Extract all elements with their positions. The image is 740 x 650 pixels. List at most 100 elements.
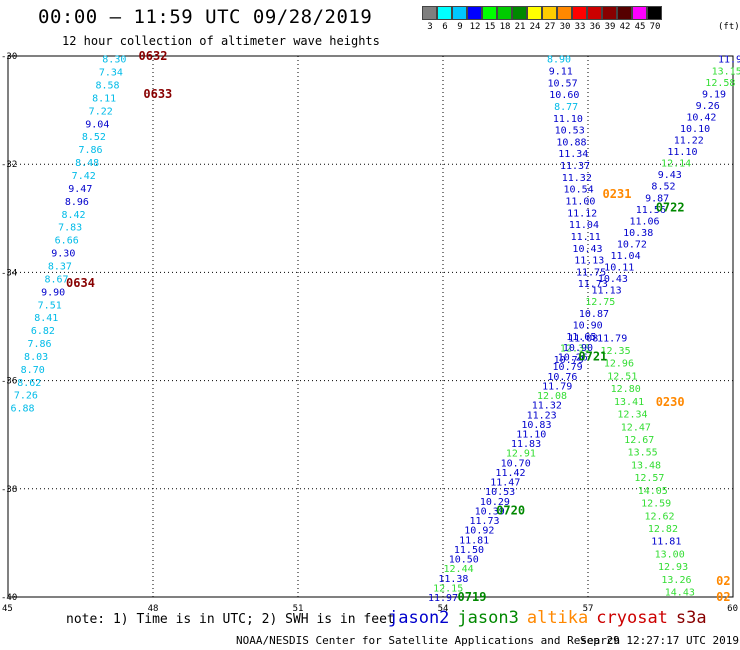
color-scale-label: 12 — [469, 22, 481, 32]
swh-point-label: 10.50 — [449, 555, 479, 566]
swh-point-label: 9.87 — [645, 193, 669, 204]
color-scale-swatch — [422, 6, 437, 20]
swh-point-label: 11.97 — [718, 55, 740, 66]
legend-jason3: jason3 — [457, 608, 519, 628]
swh-point-label: 8.58 — [95, 81, 119, 92]
time-label: 0634 — [66, 276, 95, 290]
swh-point-label: 11.04 — [610, 251, 640, 262]
swh-point-label: 9.47 — [68, 184, 92, 195]
swh-point-label: 11.12 — [567, 208, 597, 219]
swh-point-label: 9.43 — [658, 170, 682, 181]
swh-point-label: 12.96 — [604, 359, 634, 370]
swh-point-label: 8.41 — [34, 313, 58, 324]
swh-point-label: 10.39 — [475, 506, 505, 517]
swh-point-label: 11.32 — [562, 173, 592, 184]
swh-point-label: 7.26 — [14, 391, 38, 402]
time-label: 0230 — [656, 395, 685, 409]
swh-point-label: 11.97 — [428, 593, 458, 604]
swh-point-label: 7.86 — [27, 339, 51, 350]
swh-point-label: 11.00 — [565, 197, 595, 208]
swh-point-label: 10.53 — [555, 126, 585, 137]
swh-point-label: 8.42 — [61, 210, 85, 221]
color-scale-label: 70 — [649, 22, 661, 32]
swh-point-label: 12.34 — [617, 410, 647, 421]
time-label: 0231 — [603, 187, 632, 201]
color-scale-swatch — [527, 6, 542, 20]
swh-point-label: 9.04 — [85, 119, 109, 130]
color-scale-swatch — [542, 6, 557, 20]
color-scale-label: 42 — [619, 22, 631, 32]
swh-point-label: 11.79 — [542, 381, 572, 392]
swh-point-label: 11.65 — [566, 332, 596, 343]
swh-point-label: 10.79 — [553, 362, 583, 373]
swh-point-label: 11.13 — [592, 286, 622, 297]
time-label: 0722 — [656, 200, 685, 214]
swh-point-label: 11.23 — [527, 410, 557, 421]
time-label: 0719 — [458, 590, 487, 604]
time-label: 02 — [716, 574, 730, 588]
color-scale-label: 27 — [544, 22, 556, 32]
x-tick-label: 57 — [583, 604, 594, 614]
swh-point-label: 8.67 — [44, 274, 68, 285]
swh-point-label: 8.03 — [24, 352, 48, 363]
color-scale-label: 33 — [574, 22, 586, 32]
color-scale-label: 36 — [589, 22, 601, 32]
swh-point-label: 12.15 — [433, 583, 463, 594]
swh-point-label: 12.59 — [641, 499, 671, 510]
swh-point-label: 11.50 — [454, 545, 484, 556]
swh-point-label: 11.42 — [495, 468, 525, 479]
swh-point-label: 12.08 — [537, 391, 567, 402]
swh-point-label: 11.37 — [560, 161, 590, 172]
color-scale-swatch — [602, 6, 617, 20]
swh-point-label: 10.90 — [563, 343, 593, 354]
color-scale-label: 15 — [484, 22, 496, 32]
swh-point-label: 11.56 — [636, 205, 666, 216]
swh-point-label: 11.13 — [574, 256, 604, 267]
swh-point-label: 13.55 — [628, 448, 658, 459]
time-label: 02 — [716, 590, 730, 604]
swh-point-label: 10.88 — [556, 137, 586, 148]
plot-frame — [7, 55, 734, 598]
color-scale-label: 30 — [559, 22, 571, 32]
color-scale-label: 39 — [604, 22, 616, 32]
swh-point-label: 11.04 — [569, 220, 599, 231]
color-scale-swatch — [617, 6, 632, 20]
swh-point-label: 10.53 — [485, 487, 515, 498]
color-scale-swatch — [587, 6, 602, 20]
swh-point-label: 11.10 — [553, 114, 583, 125]
swh-point-label: 12.51 — [607, 371, 637, 382]
swh-point-label: 12.80 — [611, 384, 641, 395]
color-scale-swatch — [512, 6, 527, 20]
swh-point-label: 10.42 — [686, 112, 716, 123]
color-scale-swatch — [632, 6, 647, 20]
swh-point-label: 11.34 — [558, 149, 588, 160]
chart-title: 00:00 – 11:59 UTC 09/28/2019 — [38, 6, 373, 28]
swh-point-label: 10.83 — [521, 420, 551, 431]
swh-point-label: 10.60 — [549, 90, 579, 101]
x-tick-label: 51 — [293, 604, 304, 614]
swh-point-label: 9.26 — [696, 101, 720, 112]
color-scale-label: 45 — [634, 22, 646, 32]
swh-point-label: 8.70 — [21, 365, 45, 376]
swh-point-label: 9.11 — [549, 67, 573, 78]
swh-point-label: 6.66 — [55, 236, 79, 247]
swh-point-label: 10.26 — [558, 353, 588, 364]
swh-point-label: 7.83 — [58, 223, 82, 234]
swh-point-label: 10.57 — [548, 78, 578, 89]
swh-point-label: 12.44 — [444, 564, 474, 575]
legend-jason2: jason2 — [388, 608, 450, 628]
swh-point-label: 8.30 — [102, 55, 126, 66]
color-scale-swatch — [452, 6, 467, 20]
swh-point-label: 9.30 — [51, 249, 75, 260]
swh-point-label: 12.35 — [600, 346, 630, 357]
color-scale-swatch — [647, 6, 662, 20]
color-scale-swatch — [497, 6, 512, 20]
swh-point-label: 12.82 — [648, 524, 678, 535]
footer-timestamp: Sep 29 12:27:17 UTC 2019 — [580, 634, 739, 647]
color-scale-label: 21 — [514, 22, 526, 32]
y-tick-label: -36 — [1, 377, 17, 387]
legend-cryosat: cryosat — [596, 608, 668, 628]
swh-point-label: 9.19 — [702, 89, 726, 100]
